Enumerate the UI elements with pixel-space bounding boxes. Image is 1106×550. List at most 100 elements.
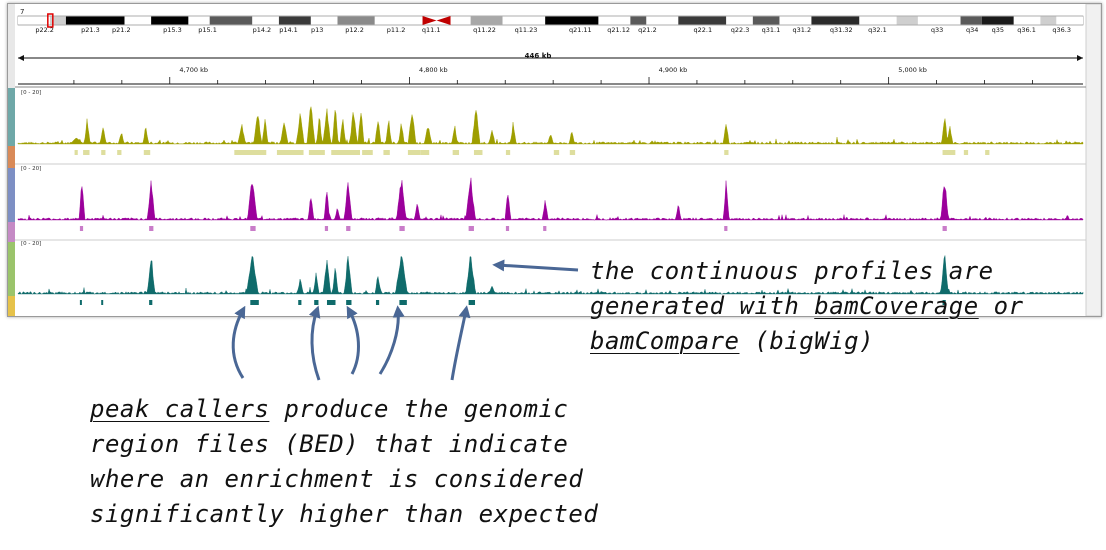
track-color-swatch <box>8 242 15 296</box>
peak-annotation-line1-post: produce the genomic <box>269 395 569 423</box>
cytoband <box>779 16 812 25</box>
peak-annotation-line4: significantly higher than expected <box>90 500 599 528</box>
bed-peak-region <box>468 300 476 305</box>
bamcoverage-link[interactable]: bamCoverage <box>814 292 979 320</box>
bed-peak-region <box>326 300 336 305</box>
track-color-swatch <box>8 296 15 316</box>
ruler-span-label: 446 kb <box>524 52 552 60</box>
arrow-to-peak-5 <box>450 305 471 381</box>
bed-peak-region <box>724 226 728 231</box>
centromere-p-arm <box>422 16 437 25</box>
bed-peak-region <box>985 150 990 155</box>
track-color-swatch <box>8 146 15 168</box>
cytoband-label: p11.2 <box>386 26 406 34</box>
bed-peak-region <box>724 150 729 155</box>
cytoband <box>337 16 375 25</box>
bed-peak-region <box>452 150 460 155</box>
cytoband-label: p14.1 <box>279 26 298 34</box>
bed-peak-region <box>942 300 946 305</box>
bed-peak-region <box>117 150 122 155</box>
cytoband <box>124 16 152 25</box>
bed-peak-region <box>569 150 576 155</box>
cytoband <box>18 16 50 25</box>
bed-peak-region <box>407 150 421 155</box>
bigwig-annotation-line2: generated with bamCoverage or <box>590 289 1024 324</box>
bed-peak-region <box>543 226 547 231</box>
cytoband <box>678 16 727 25</box>
bed-peak-region <box>79 226 84 231</box>
cytoband <box>49 16 66 25</box>
bigwig-annotation-line1: the continuous profiles are <box>590 257 994 285</box>
bed-peak-region <box>553 150 560 155</box>
cytoband-label: p13 <box>311 26 324 34</box>
track-range-label: [0 - 20] <box>21 90 42 96</box>
bed-peak-region <box>399 300 407 305</box>
bed-peak-region <box>324 226 329 231</box>
cytoband-label: q36.3 <box>1052 26 1071 34</box>
cytoband-label: q35 <box>991 26 1004 34</box>
arrow-to-peak-1 <box>231 305 246 379</box>
peak-annotation: peak callers produce the genomic region … <box>90 392 598 532</box>
cytoband <box>502 16 546 25</box>
bed-peak-region <box>250 226 256 231</box>
bed-peak-region <box>276 150 304 155</box>
bed-peak-region <box>383 150 390 155</box>
cytoband <box>598 16 631 25</box>
chromosome-name: 7 <box>20 8 25 16</box>
bed-peak-region <box>505 226 510 231</box>
cytoband-label: q31.2 <box>792 26 812 34</box>
track-color-swatch <box>8 222 15 242</box>
cytoband-label: q31.32 <box>829 26 853 34</box>
cytoband <box>630 16 647 25</box>
bed-peak-region <box>351 150 360 155</box>
bed-peak-region <box>346 300 352 305</box>
cytoband <box>1013 16 1041 25</box>
bed-peak-region <box>250 300 259 305</box>
bed-peak-region <box>942 226 947 231</box>
cytoband-label: p14.2 <box>252 26 272 34</box>
cytoband <box>252 16 279 25</box>
bed-peak-region <box>505 150 511 155</box>
cytoband-label: q21.12 <box>607 26 631 34</box>
cytoband <box>374 16 413 25</box>
cytoband <box>470 16 503 25</box>
cytoband <box>444 16 471 25</box>
bed-peak-region <box>101 300 104 305</box>
cytoband <box>917 16 961 25</box>
track-range-label: [0 - 20] <box>21 166 42 172</box>
track-color-swatch <box>8 168 15 222</box>
cytoband-label: q21.2 <box>638 26 657 34</box>
cytoband-label: p21.3 <box>81 26 100 34</box>
bed-peak-region <box>149 226 154 231</box>
cytoband <box>811 16 860 25</box>
bed-peak-region <box>74 150 78 155</box>
cytoband-label: p15.3 <box>163 26 182 34</box>
bed-peak-region <box>346 226 351 231</box>
bamcompare-link[interactable]: bamCompare <box>590 327 740 355</box>
cytoband <box>859 16 897 25</box>
bed-peak-region <box>473 150 483 155</box>
igv-genome-browser-panel: 7 p22.2 p21.3 p21.2 p15.3 p15.1 p14.2 p14.1 p13… <box>7 3 1102 317</box>
peak-annotation-line3: where an enrichment is considered <box>90 465 584 493</box>
cytoband-label: q11.22 <box>473 26 496 34</box>
peak-annotation-line2: region files (BED) that indicate <box>90 430 569 458</box>
peak-callers-link[interactable]: peak callers <box>90 395 270 423</box>
cytoband <box>646 16 679 25</box>
cytoband-label: p15.1 <box>198 26 217 34</box>
bigwig-annotation-line2-post: or <box>978 292 1024 320</box>
cytoband <box>981 16 1014 25</box>
cytoband <box>151 16 189 25</box>
bed-peak-region <box>399 226 405 231</box>
cytoband-label: q11.23 <box>514 26 538 34</box>
cytoband-label: q34 <box>966 26 979 34</box>
coverage-profile <box>17 255 1084 295</box>
cytoband <box>209 16 253 25</box>
bed-peak-region <box>143 150 151 155</box>
peak-annotation-line1: peak callers produce the genomic <box>90 392 598 427</box>
bed-peak-region <box>420 150 430 155</box>
cytoband <box>1040 16 1057 25</box>
vertical-scrollbar <box>1085 4 1101 316</box>
track-color-swatch <box>8 88 15 146</box>
ruler-tick-label: 4,800 kb <box>419 66 448 74</box>
